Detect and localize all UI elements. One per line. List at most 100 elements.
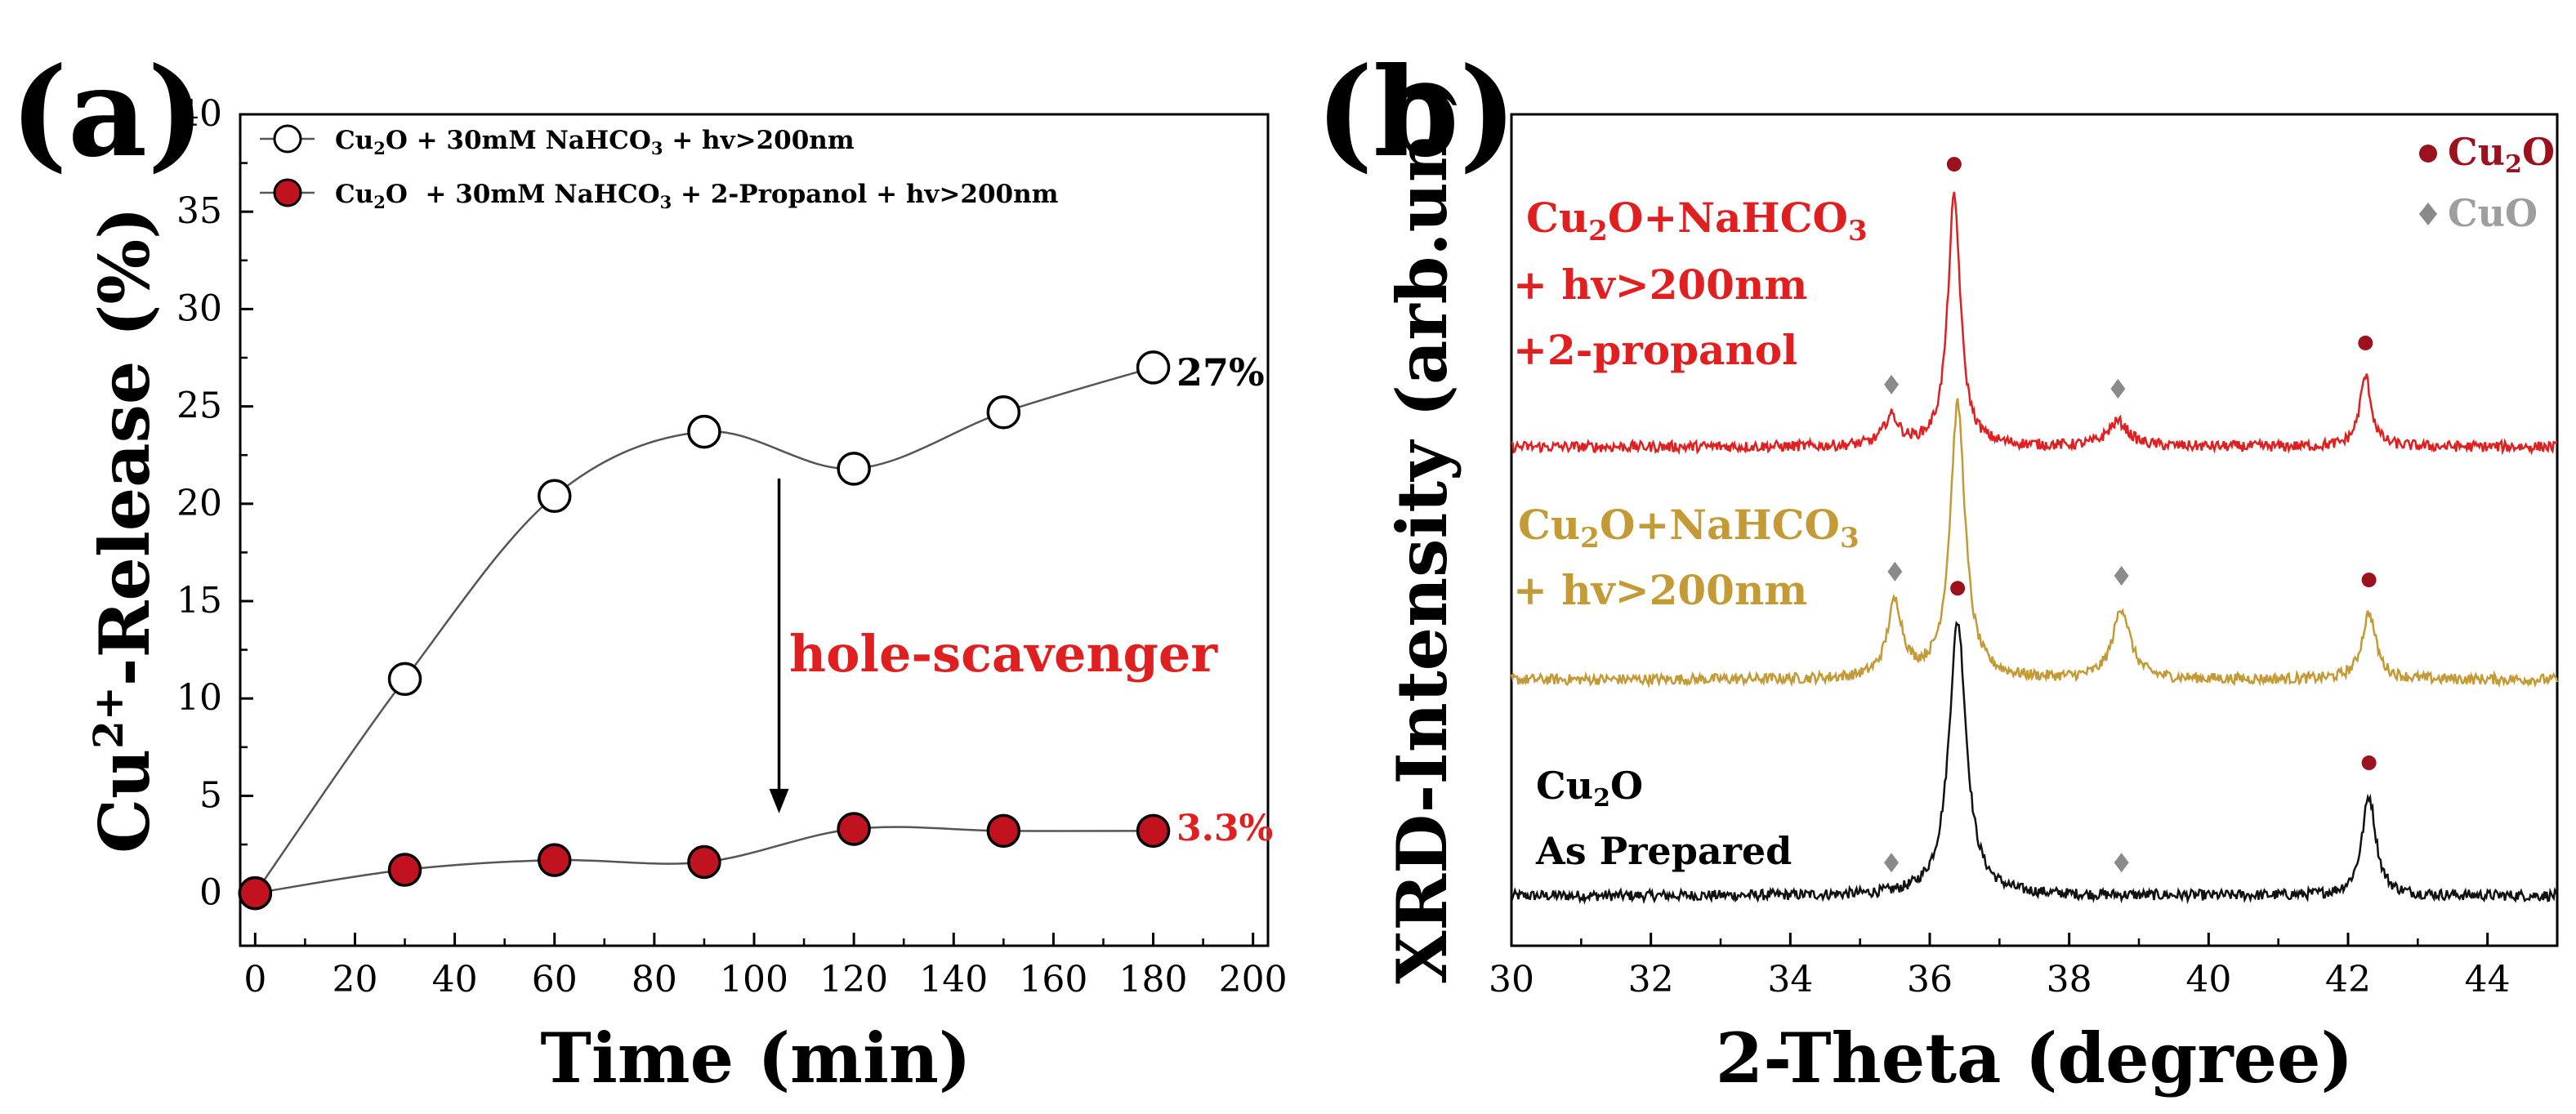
panel-a-x-tick-label: 40 xyxy=(432,959,478,1000)
panel-b-y-axis-title: XRD-Intensity (arb.un.) xyxy=(1382,76,1462,984)
panel-b-x-tick-label: 36 xyxy=(1907,959,1953,1000)
legend-open-text-2: O + 30mM NaHCO xyxy=(386,126,651,155)
panel-a-x-tick-label: 20 xyxy=(332,959,377,1000)
y-title-sup: 2+ xyxy=(84,686,132,749)
peak-marker-cuo xyxy=(1884,374,1900,394)
panel-b-trace-labels: Cu2O+NaHCO3 + hv>200nm +2-propanol Cu2O+… xyxy=(1513,194,1868,873)
legend-cuo-label: CuO xyxy=(2448,191,2538,235)
panel-a-point-filled xyxy=(387,853,422,887)
panel-a-y-tick-label: 40 xyxy=(176,93,222,135)
panel-a-y-tick-label: 25 xyxy=(176,385,222,427)
panel-a-point-open xyxy=(687,414,721,449)
panel-a-x-tick-label: 160 xyxy=(1019,959,1087,1000)
panel-a-x-axis-title: Time (min) xyxy=(540,1018,971,1098)
panel-a-x-tick-label: 60 xyxy=(532,959,578,1000)
panel-a-x-tick-label: 200 xyxy=(1219,959,1288,1000)
panel-a-y-tick-label: 0 xyxy=(199,872,222,914)
peak-marker-cuo xyxy=(1887,561,1903,582)
panel-b-traces xyxy=(1510,191,2559,906)
y-title-cu: Cu xyxy=(84,749,165,853)
panel-b-x-tick-label: 40 xyxy=(2185,959,2231,1000)
series-filled-end-label: 3.3% xyxy=(1176,808,1273,849)
panel-b-legend: Cu2O CuO xyxy=(2419,130,2555,235)
legend-cu2o-dot xyxy=(2419,145,2437,163)
panel-a-x-tick-label: 140 xyxy=(919,959,988,1000)
panel-a-point-filled xyxy=(687,844,721,880)
panel-a-y-axis-title: Cu2+-Release (%) xyxy=(84,207,165,853)
panel-a-chart: 0 20 40 60 80 100 120 140 160 180 200 0 5 10 15 20 25 30 3… xyxy=(84,93,1288,1098)
legend-open-sub-2: 3 xyxy=(651,138,663,158)
panel-a-point-open xyxy=(387,662,422,697)
panel-a-point-filled xyxy=(837,812,871,846)
panel-a-point-open xyxy=(986,395,1021,430)
legend-filled-text-2: O + 30mM NaHCO xyxy=(386,180,660,209)
panel-b-x-tick-label: 42 xyxy=(2325,959,2371,1000)
legend-cuo-diamond xyxy=(2419,203,2437,225)
trace-label-red-line2: + hv>200nm xyxy=(1513,261,1807,309)
panel-a-x-tick-label: 100 xyxy=(720,959,788,1000)
panel-a-point-open xyxy=(837,452,871,486)
xrd-trace-black_trace xyxy=(1510,621,2559,906)
legend-open-text-1: Cu xyxy=(335,126,373,155)
panel-b-plot-frame xyxy=(1510,113,2559,947)
panel-b-x-axis-title: 2-Theta (degree) xyxy=(1716,1018,2353,1098)
legend-filled-text-1: Cu xyxy=(335,180,373,209)
panel-b-x-tick-label: 32 xyxy=(1628,959,1674,1000)
hole-scavenger-label: hole-scavenger xyxy=(789,624,1218,684)
panel-b-x-tick-label: 30 xyxy=(1489,959,1534,1000)
panel-a-x-tick-label: 180 xyxy=(1119,959,1188,1000)
legend-open-text-3: + hv>200nm xyxy=(663,126,854,155)
series-open-end-label: 27% xyxy=(1176,350,1265,394)
panel-a-x-tick-label: 80 xyxy=(632,959,677,1000)
panel-a-point-open xyxy=(537,479,572,514)
panel-b-ticks: 30 32 34 36 38 40 42 44 xyxy=(1489,933,2511,1000)
legend-filled-circle-marker xyxy=(273,178,302,207)
legend-item-filled: Cu2O + 30mM NaHCO3 + 2-Propanol + hv>200… xyxy=(335,180,1059,212)
legend-open-circle-marker xyxy=(273,124,302,154)
panel-a-point-filled xyxy=(238,876,273,911)
legend-cu2o-label: Cu2O xyxy=(2448,130,2555,179)
panel-b-markers xyxy=(1884,157,2377,873)
legend-open-sub-1: 2 xyxy=(373,138,386,158)
panel-a-plot-frame xyxy=(239,113,1270,947)
panel-a-label: (a) xyxy=(10,41,205,185)
trace-label-red-line1: Cu2O+NaHCO3 xyxy=(1526,194,1868,247)
panel-a-y-tick-label: 30 xyxy=(176,287,222,329)
panel-a-ticks: 0 20 40 60 80 100 120 140 160 180 200 0 5 10 15 20 25 30 3… xyxy=(176,93,1288,1000)
panel-a-y-tick-label: 15 xyxy=(176,580,222,622)
y-title-rest: -Release (%) xyxy=(84,207,165,686)
peak-marker-cu2o xyxy=(1950,581,1966,596)
panel-b-x-tick-label: 38 xyxy=(2047,959,2092,1000)
peak-marker-cuo xyxy=(2114,853,2129,873)
peak-marker-cuo xyxy=(2110,378,2126,399)
panel-a-legend: Cu2O + 30mM NaHCO3 + hv>200nm Cu2O + 30m… xyxy=(260,124,1059,212)
panel-a-y-tick-label: 35 xyxy=(176,190,222,232)
peak-marker-cu2o xyxy=(2361,573,2377,588)
panel-a-x-tick-label: 120 xyxy=(819,959,888,1000)
legend-filled-sub-2: 3 xyxy=(660,192,672,212)
trace-label-black-line1: Cu2O xyxy=(1536,764,1643,813)
panel-a-point-filled xyxy=(986,813,1021,849)
panel-b-label: (b) xyxy=(1315,41,1517,185)
arrow-head xyxy=(769,788,789,813)
panel-a-y-tick-label: 10 xyxy=(176,677,222,719)
panel-b-x-tick-label: 44 xyxy=(2465,959,2511,1000)
legend-item-open: Cu2O + 30mM NaHCO3 + hv>200nm xyxy=(335,126,855,158)
legend-filled-sub-1: 2 xyxy=(373,192,386,212)
panel-b-chart: 30 32 34 36 38 40 42 44 Cu2O+NaHCO3 + hv>200nm … xyxy=(1382,76,2559,1098)
xrd-trace-gold xyxy=(1510,398,2559,688)
peak-marker-cu2o xyxy=(1946,157,1962,172)
trace-label-black-line2: As Prepared xyxy=(1535,829,1792,873)
trace-label-gold-line1: Cu2O+NaHCO3 xyxy=(1518,501,1859,555)
peak-marker-cu2o xyxy=(2358,335,2373,350)
panel-a-x-tick-label: 0 xyxy=(243,959,266,1000)
panel-a-point-filled xyxy=(537,843,572,877)
legend-filled-text-3: + 2-Propanol + hv>200nm xyxy=(672,180,1058,209)
panel-a-point-filled xyxy=(1136,813,1171,849)
panel-a-y-tick-label: 5 xyxy=(199,774,222,816)
panel-a-y-tick-label: 20 xyxy=(176,483,222,524)
xrd-trace-red_text xyxy=(1511,191,2558,456)
panel-a-point-open xyxy=(1136,350,1171,385)
panel-b-x-tick-label: 34 xyxy=(1767,959,1813,1000)
